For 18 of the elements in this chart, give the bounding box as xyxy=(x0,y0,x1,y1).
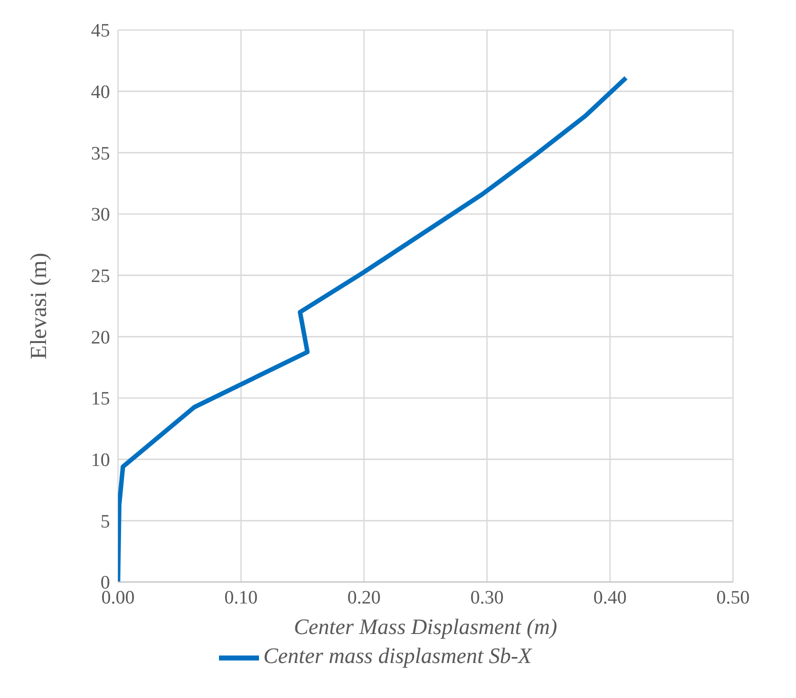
x-tick-label: 0.30 xyxy=(470,587,504,608)
y-tick-label: 10 xyxy=(91,450,110,472)
y-tick-label: 15 xyxy=(91,388,110,410)
y-tick-label: 25 xyxy=(91,266,110,288)
line-series xyxy=(118,76,628,582)
y-tick-label: 45 xyxy=(91,20,110,42)
y-tick-label: 35 xyxy=(91,143,110,164)
x-tick-label: 0.10 xyxy=(224,587,258,608)
y-tick-label: 5 xyxy=(100,511,110,532)
x-axis-title: Center Mass Displasment (m) xyxy=(294,614,558,639)
y-tick-label: 40 xyxy=(91,82,110,104)
x-tick-label: 0.50 xyxy=(716,587,750,608)
y-tick-label: 20 xyxy=(91,327,110,348)
y-axis-title: Elevasi (m) xyxy=(26,252,52,360)
y-tick-label: 30 xyxy=(91,204,110,226)
x-tick-label: 0.20 xyxy=(347,587,381,608)
legend-label: Center mass displasment Sb-X xyxy=(263,643,532,668)
x-tick-label: 0.40 xyxy=(593,587,627,608)
